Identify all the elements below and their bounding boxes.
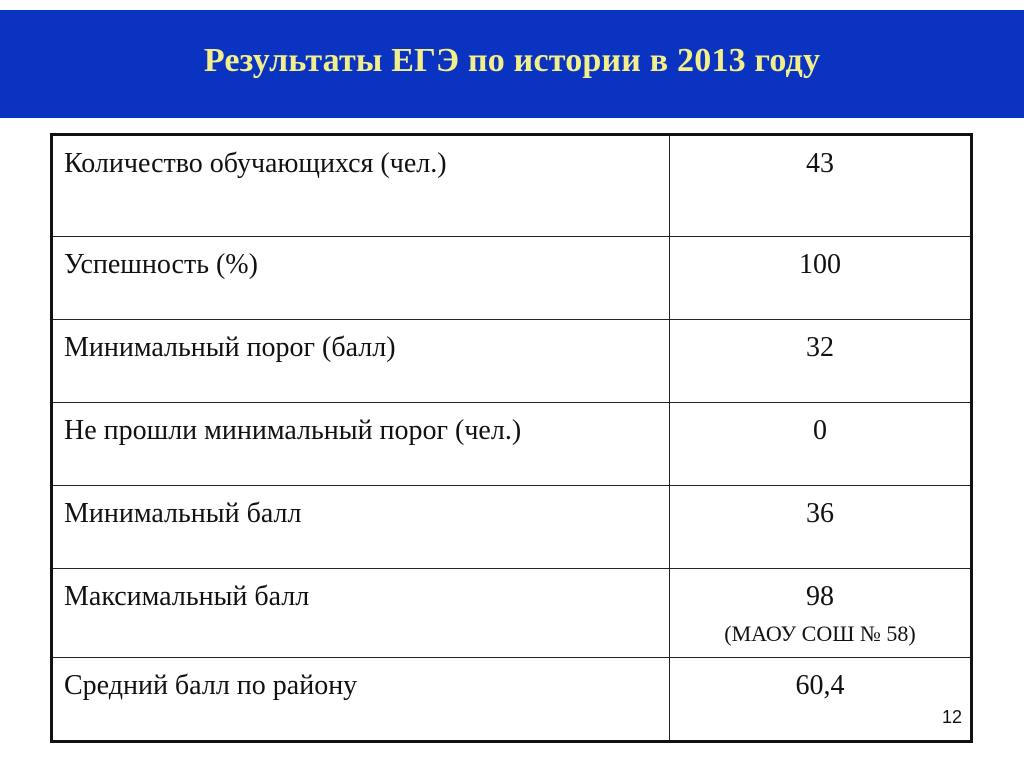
row-label: Не прошли минимальный порог (чел.) [51, 402, 670, 486]
row-value: 43 [669, 134, 972, 237]
row-value: 60,4 [669, 657, 972, 742]
title-band: Результаты ЕГЭ по истории в 2013 году [0, 10, 1024, 118]
table-row: Количество обучающихся (чел.) 43 [51, 134, 972, 237]
row-value: 32 [669, 319, 972, 403]
table-row: Средний балл по району 60,4 [51, 657, 972, 742]
row-label: Максимальный балл [51, 568, 670, 658]
table-row: Успешность (%) 100 [51, 236, 972, 320]
row-label: Минимальный балл [51, 485, 670, 569]
row-value-note: (МАОУ СОШ № 58) [724, 621, 916, 646]
page-number: 12 [941, 707, 962, 727]
row-value: 100 [669, 236, 972, 320]
table-row: Минимальный балл 36 [51, 485, 972, 569]
row-label: Количество обучающихся (чел.) [51, 134, 670, 237]
row-value-cell: 98 (МАОУ СОШ № 58) [669, 568, 972, 658]
table-row: Минимальный порог (балл) 32 [51, 319, 972, 403]
table-row: Максимальный балл 98 (МАОУ СОШ № 58) [51, 568, 972, 658]
row-value: 0 [669, 402, 972, 486]
row-label: Успешность (%) [51, 236, 670, 320]
slide-title: Результаты ЕГЭ по истории в 2013 году [203, 42, 821, 79]
table-row: Не прошли минимальный порог (чел.) 0 [51, 402, 972, 486]
row-value: 36 [669, 485, 972, 569]
row-label: Минимальный порог (балл) [51, 319, 670, 403]
results-table: Количество обучающихся (чел.) 43 Успешно… [50, 133, 973, 743]
row-value: 98 [806, 581, 834, 612]
row-label: Средний балл по району [51, 657, 670, 742]
